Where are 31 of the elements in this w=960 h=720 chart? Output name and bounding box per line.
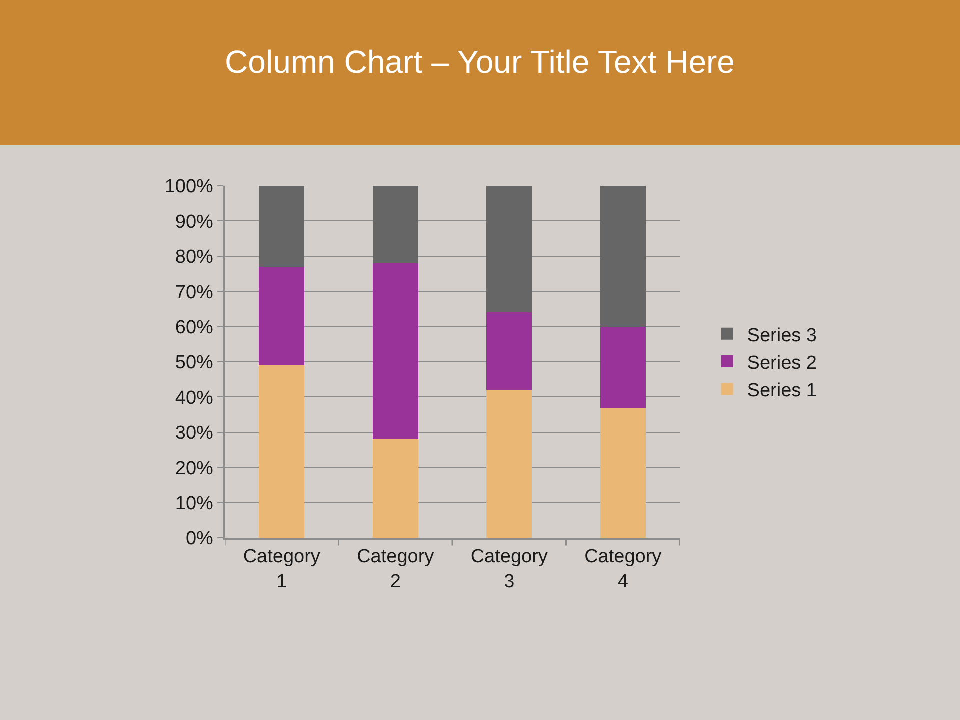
- x-tick-label: Category 1: [243, 546, 321, 592]
- y-tick-label: 30%: [175, 423, 214, 444]
- y-tick-label: 100%: [164, 176, 214, 198]
- y-tick-label: 20%: [175, 458, 214, 480]
- bar: [600, 186, 646, 327]
- y-tick-label: 80%: [175, 247, 214, 268]
- bar: [486, 312, 532, 390]
- chart-title: Column Chart – Your Title Text Here: [225, 44, 735, 80]
- legend-label: Series 1: [747, 380, 818, 402]
- bar: [486, 186, 532, 313]
- y-tick-label: 50%: [175, 352, 214, 374]
- x-tick-label: Category 3: [470, 546, 548, 592]
- y-tick-label: 60%: [175, 317, 214, 338]
- bar: [259, 366, 305, 538]
- bar: [600, 408, 646, 538]
- bar: [372, 263, 418, 440]
- y-tick-label: 40%: [175, 388, 214, 409]
- y-tick-label: 90%: [175, 212, 214, 233]
- legend-label: Series 3: [747, 325, 818, 346]
- bar: [259, 266, 305, 366]
- y-tick-label: 10%: [175, 493, 214, 514]
- bar: [259, 186, 305, 267]
- bar: [600, 326, 646, 408]
- bar: [372, 439, 418, 538]
- x-tick-label: Category 4: [584, 546, 662, 592]
- bar: [486, 390, 532, 538]
- legend-label: Series 2: [747, 352, 818, 374]
- x-tick-label: Category 2: [357, 546, 435, 592]
- y-tick-label: 0%: [186, 528, 214, 550]
- y-tick-label: 70%: [175, 282, 214, 304]
- bar: [372, 186, 418, 264]
